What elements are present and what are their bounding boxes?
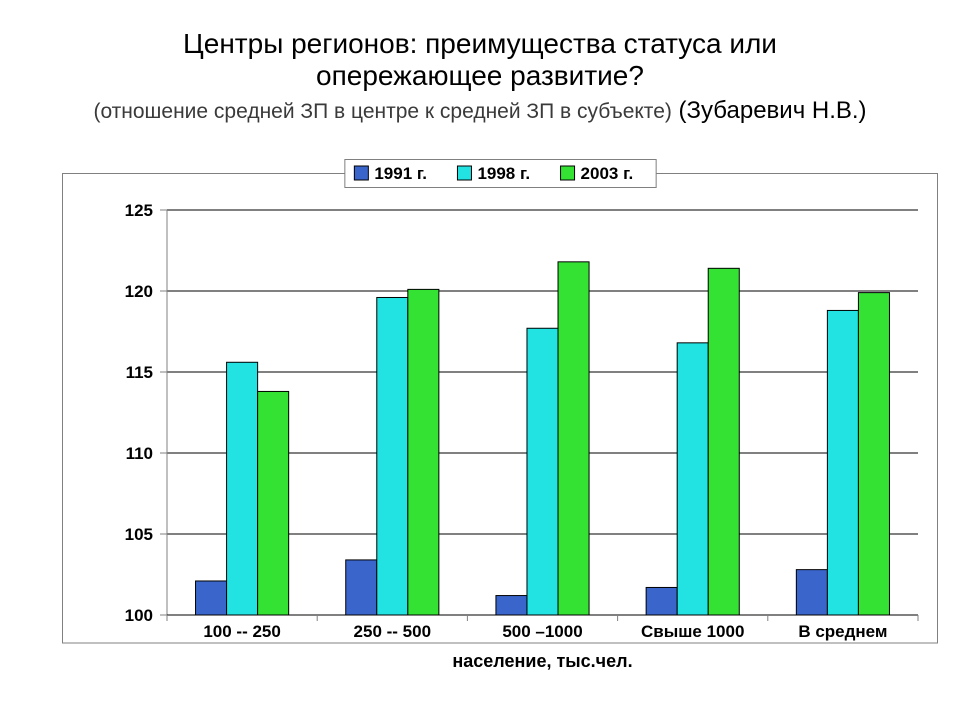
category-label: В среднем (798, 622, 887, 641)
legend-label: 1998 г. (477, 164, 530, 183)
legend-swatch (457, 166, 471, 180)
x-axis-label: население, тыс.чел. (452, 651, 632, 671)
title-block: Центры регионов: преимущества статуса ил… (0, 28, 960, 126)
legend-swatch (561, 166, 575, 180)
bar (227, 362, 258, 615)
title-line-2: опережающее развитие? (55, 60, 905, 92)
author: (Зубаревич Н.В.) (672, 97, 867, 124)
bar (258, 391, 289, 615)
legend-label: 2003 г. (581, 164, 634, 183)
subtitle-small: (отношение средней ЗП в центре к средней… (93, 100, 671, 123)
category-label: 500 –1000 (502, 622, 582, 641)
bar (796, 570, 827, 615)
bar (527, 328, 558, 615)
subtitle: (отношение средней ЗП в центре к средней… (0, 96, 960, 126)
category-label: 250 -- 500 (354, 622, 432, 641)
bar (196, 581, 227, 615)
ytick-label: 105 (125, 525, 153, 544)
bar (677, 343, 708, 615)
title-line-1: Центры регионов: преимущества статуса ил… (55, 28, 905, 60)
ytick-label: 110 (126, 444, 153, 463)
ytick-label: 115 (126, 363, 153, 382)
slide: Центры регионов: преимущества статуса ил… (0, 0, 960, 720)
ytick-label: 125 (125, 201, 153, 220)
bar (496, 596, 527, 615)
bar (377, 297, 408, 615)
bar (558, 262, 589, 615)
legend-swatch (354, 166, 368, 180)
ytick-label: 120 (125, 282, 153, 301)
bar (408, 289, 439, 615)
bar (827, 310, 858, 615)
ytick-label: 100 (125, 606, 153, 625)
bar (858, 293, 889, 615)
bar (346, 560, 377, 615)
category-label: Свыше 1000 (641, 622, 744, 641)
bar (708, 268, 739, 615)
legend-label: 1991 г. (374, 164, 427, 183)
category-label: 100 -- 250 (203, 622, 281, 641)
bar (646, 587, 677, 615)
chart: 100 105 110 115 120 125 100 -- 250 250 -- 500 50… (62, 155, 938, 700)
